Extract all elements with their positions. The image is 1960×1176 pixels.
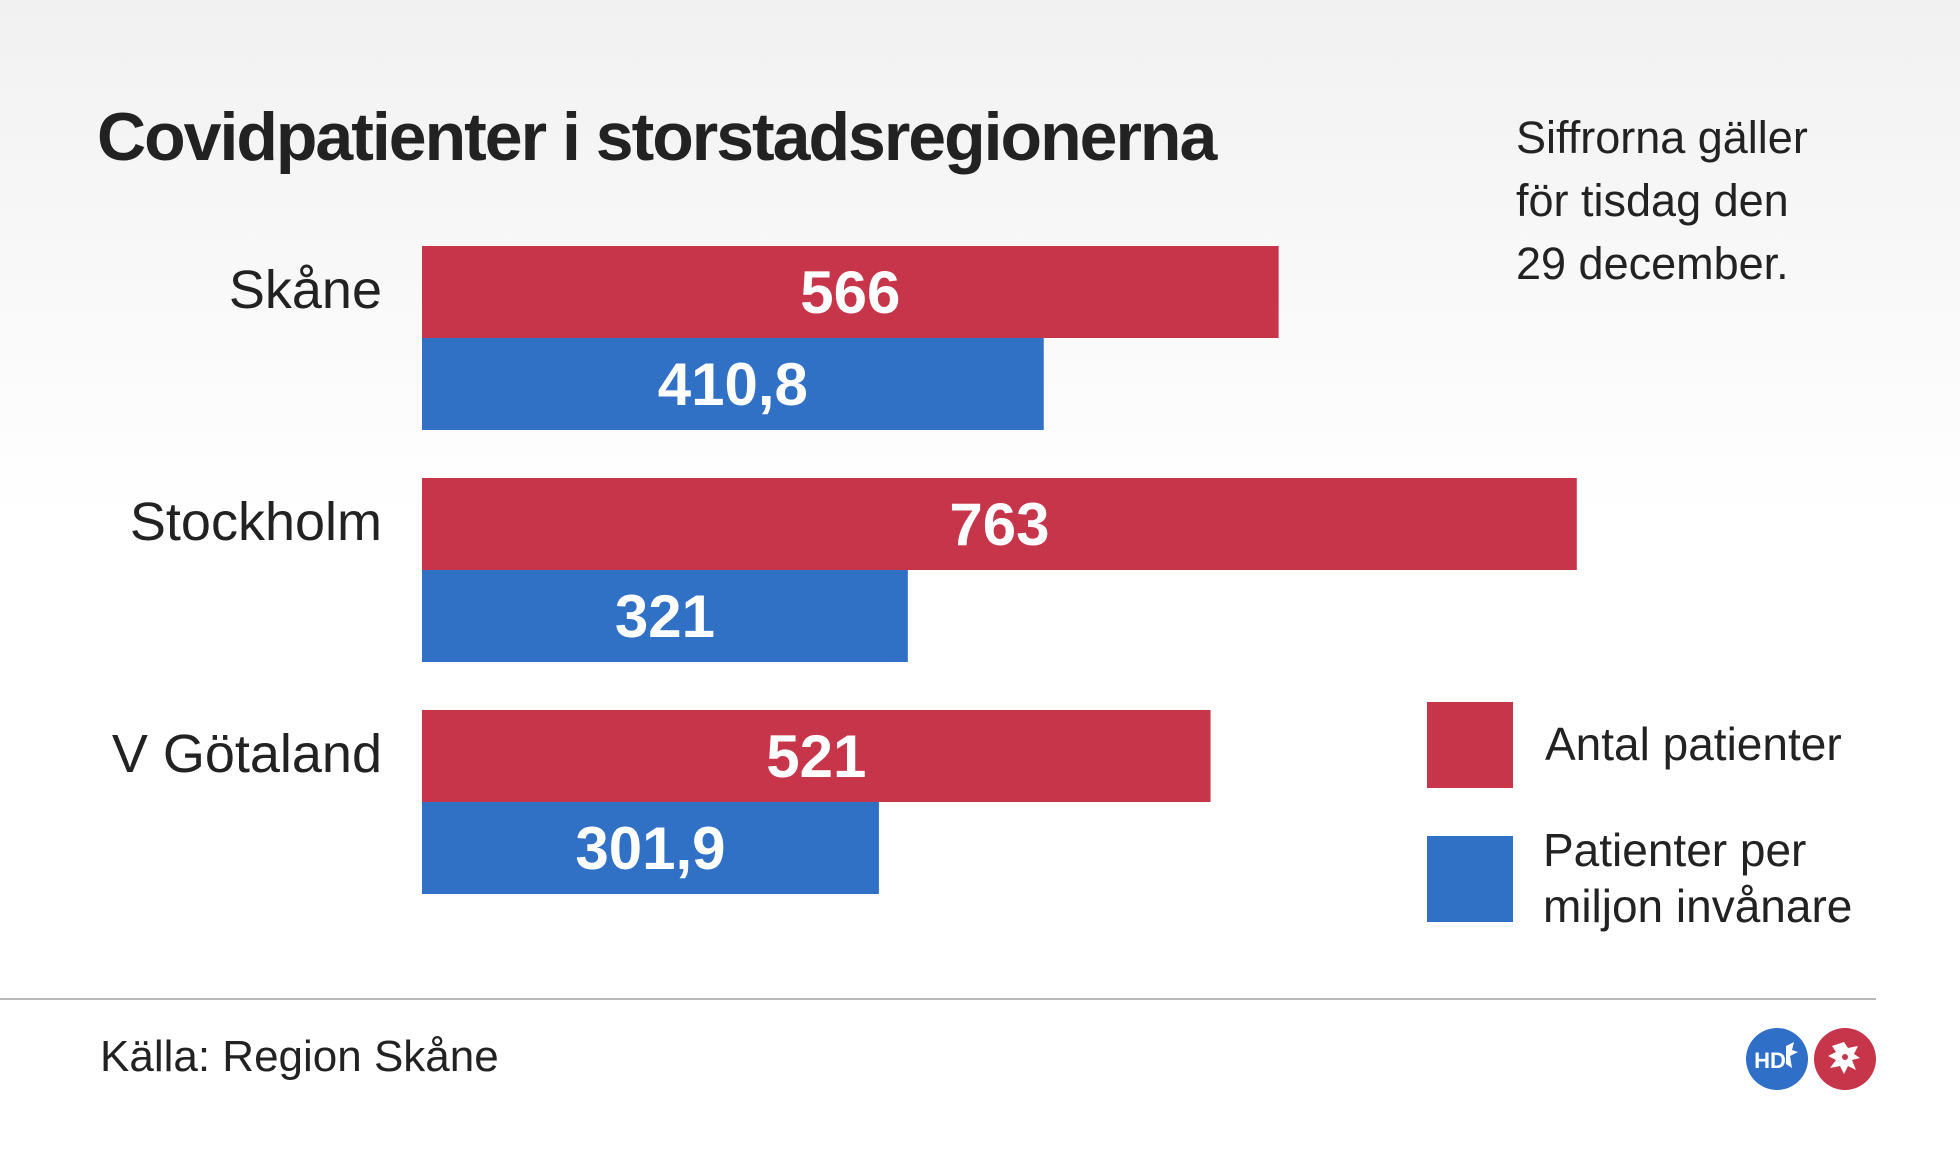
bar-v-gotaland-per-miljon	[422, 802, 879, 894]
data-label-v-gotaland-antal: 521	[766, 723, 866, 790]
legend-label-per-miljon-line2: miljon invånare	[1543, 880, 1853, 932]
legend-label-per-miljon-line1: Patienter per	[1543, 824, 1807, 876]
chart-title: Covidpatienter i storstadsregionerna	[97, 99, 1217, 175]
date-note-line: för tisdag den	[1516, 175, 1789, 226]
bar-v-gotaland-antal	[422, 710, 1211, 802]
bar-stockholm-per-miljon	[422, 570, 908, 662]
legend-label-antal: Antal patienter	[1545, 718, 1842, 770]
footer-divider	[0, 998, 1876, 1000]
skane-griffin-icon	[1814, 1028, 1876, 1090]
date-note-line: 29 december.	[1516, 238, 1789, 289]
legend-swatch-antal	[1427, 702, 1513, 788]
category-label-stockholm: Stockholm	[130, 492, 382, 552]
source-text: Källa: Region Skåne	[100, 1032, 499, 1081]
bar-chart: Skåne 566 410,8 Stockholm 763 321 V Götaland 52…	[112, 246, 1577, 894]
data-label-stockholm-per-miljon: 321	[615, 583, 715, 650]
date-note: Siffrorna gäller för tisdag den 29 decem…	[1516, 106, 1936, 295]
data-label-stockholm-antal: 763	[949, 491, 1049, 558]
data-label-skane-per-miljon: 410,8	[658, 351, 808, 418]
bar-stockholm-antal	[422, 478, 1577, 570]
hd-logo-text: HD	[1754, 1048, 1786, 1073]
category-label-skane: Skåne	[229, 260, 382, 320]
bar-skane-antal	[422, 246, 1279, 338]
hd-logo: HD	[1746, 1028, 1808, 1090]
data-label-v-gotaland-per-miljon: 301,9	[575, 815, 725, 882]
bar-skane-per-miljon	[422, 338, 1044, 430]
category-label-v-gotaland: V Götaland	[112, 724, 382, 784]
legend-swatch-per-miljon	[1427, 836, 1513, 922]
date-note-line: Siffrorna gäller	[1516, 112, 1808, 163]
data-label-skane-antal: 566	[800, 259, 900, 326]
